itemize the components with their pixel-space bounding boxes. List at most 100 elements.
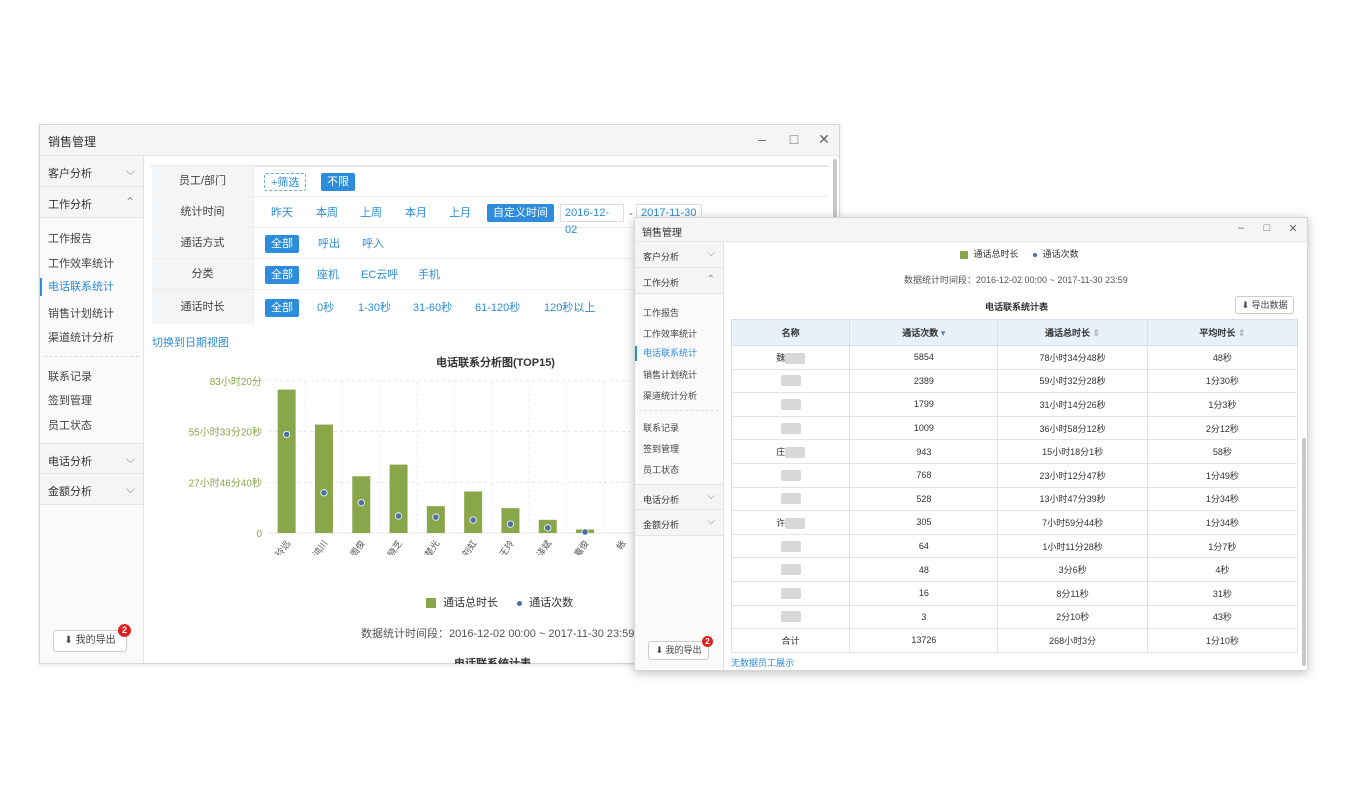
table-row[interactable]: 庄 943 15小时18分1秒 58秒 [730,439,1299,464]
duration-option-61-120[interactable]: 61-120秒 [475,302,521,314]
sidebar-group-phone[interactable]: 电话分析 ⌵ [40,443,143,474]
sidebar-item-work-report[interactable]: 工作报告 [48,233,92,245]
filter-row-duration: 通话时长 全部 0秒 1-30秒 31-60秒 61-120秒 120秒以上 [152,290,828,324]
sidebar-group-phone[interactable]: 电话分析 ⌵ [635,484,723,510]
my-export-button[interactable]: ⬇ 我的导出 [53,630,127,652]
add-filter-button[interactable]: +筛选 [264,173,307,191]
my-export-button[interactable]: ⬇ 我的导出 [648,641,709,660]
call-option-all[interactable]: 全部 [265,235,299,253]
minimize-icon[interactable]: – [1237,222,1245,234]
column-header-total[interactable]: 通话总时长 ⇕ [997,319,1148,346]
sidebar-item-staff-status[interactable]: 员工状态 [643,465,680,475]
category-option-all[interactable]: 全部 [265,266,299,284]
table-cell-count: 64 [849,533,999,559]
count-point-5 [469,516,477,524]
sidebar-item-channel[interactable]: 渠道统计分析 [48,332,114,344]
call-option-outgoing[interactable]: 呼出 [318,238,340,250]
duration-option-all[interactable]: 全部 [265,299,299,317]
table-cell-total: 31小时14分26秒 [997,392,1148,417]
table-cell-count: 3 [849,604,999,630]
time-option-custom[interactable]: 自定义时间 [487,204,554,222]
export-data-button[interactable]: ⬇ 导出数据 [1235,296,1294,314]
sidebar-group-amount[interactable]: 金额分析 ⌵ [40,474,143,505]
period-text: 数据统计时间段：2016-12-02 00:00 ~ 2017-11-30 23… [904,275,1128,285]
sidebar-group-work[interactable]: 工作分析 ⌃ [635,268,723,294]
chevron-down-icon: ⌵ [125,482,135,496]
sidebar-group-customer[interactable]: 客户分析 ⌵ [40,156,143,187]
sidebar-item-phone-stats[interactable]: 电话联系统计 [40,278,143,296]
sidebar-item-checkin[interactable]: 签到管理 [643,444,680,454]
sidebar-group-work[interactable]: 工作分析 ⌃ [40,187,143,218]
sidebar-item-work-report[interactable]: 工作报告 [643,308,680,318]
call-option-incoming[interactable]: 呼入 [362,238,384,250]
time-option-last-month[interactable]: 上月 [449,207,471,219]
chevron-down-icon: ⌵ [707,491,715,502]
table-cell-name: 魏 [730,345,851,370]
scrollbar[interactable] [1302,438,1306,666]
time-option-this-month[interactable]: 本月 [405,207,427,219]
table-row[interactable]: 许 305 7小时59分44秒 1分34秒 [730,510,1299,535]
x-tick-label: 林鸿川 [305,538,330,555]
table-cell-count: 5854 [849,345,999,370]
maximize-icon[interactable]: □ [1263,222,1271,234]
duration-option-0s[interactable]: 0秒 [317,302,335,314]
switch-date-view-link[interactable]: 切换到日期视图 [152,337,229,349]
export-label: 我的导出 [75,635,116,646]
sidebar-item-efficiency[interactable]: 工作效率统计 [643,329,698,339]
minimize-icon[interactable]: – [758,131,766,147]
table-row[interactable]: 2389 59小时32分28秒 1分30秒 [730,368,1299,394]
table-cell-avg: 1分30秒 [1146,368,1299,394]
time-option-last-week[interactable]: 上周 [360,207,382,219]
sidebar-group-amount[interactable]: 金额分析 ⌵ [635,510,723,536]
sidebar-item-sales-plan[interactable]: 销售计划统计 [643,370,698,380]
time-option-yesterday[interactable]: 昨天 [271,207,293,219]
table-row[interactable]: 768 23小时12分47秒 1分49秒 [730,462,1299,488]
duration-option-120-plus[interactable]: 120秒以上 [544,302,596,314]
category-option-landline[interactable]: 座机 [317,269,339,281]
sidebar-item-checkin[interactable]: 签到管理 [48,395,92,407]
category-option-ec-cloud[interactable]: EC云呼 [361,269,399,281]
no-data-staff-link[interactable]: 无数据员工展示 [731,658,795,668]
table-cell-name [730,557,851,582]
filter-label: 统计时间 [152,197,254,227]
call-analysis-chart: 83小时20分 55小时33分20秒 27小时46分40秒 0 魏玲远 林鸿川 周俊 尹晓芝庄… [189,376,641,555]
column-header-avg[interactable]: 平均时长 ⇕ [1146,319,1299,346]
scrollbar[interactable] [833,159,837,219]
time-option-this-week[interactable]: 本周 [316,207,338,219]
table-row[interactable]: 合计 13726 268小时3分 1分10秒 [730,628,1299,653]
sidebar-item-channel[interactable]: 渠道统计分析 [643,391,698,401]
sidebar-item-contact-log[interactable]: 联系记录 [48,371,92,383]
x-tick-label: 刘虹 [459,538,479,555]
redacted-name-blur [780,587,801,599]
table-row[interactable]: 16 8分11秒 31秒 [730,580,1299,606]
column-header-name[interactable]: 名称 [730,319,851,346]
table-row[interactable]: 魏 5854 78小时34分48秒 48秒 [730,345,1299,370]
sidebar-item-phone-stats[interactable]: 电话联系统计 [635,346,723,361]
sidebar-item-contact-log[interactable]: 联系记录 [643,423,680,433]
sidebar-divider [44,356,139,357]
table-cell-avg: 4秒 [1146,557,1299,582]
table-row[interactable]: 3 2分10秒 43秒 [730,604,1299,630]
table-row[interactable]: 1799 31小时14分26秒 1分3秒 [730,392,1299,417]
table-row[interactable]: 1009 36小时58分12秒 2分12秒 [730,415,1299,441]
chart-legend: 通话总时长 通话次数 [426,594,573,610]
table-row[interactable]: 528 13小时47分39秒 1分34秒 [730,486,1299,512]
sidebar-item-staff-status[interactable]: 员工状态 [48,420,92,432]
table-row[interactable]: 48 3分6秒 4秒 [730,557,1299,582]
redacted-name-blur [780,375,801,387]
column-header-count[interactable]: 通话次数 ▾ [849,319,999,346]
duration-option-31-60[interactable]: 31-60秒 [413,302,453,314]
category-option-mobile[interactable]: 手机 [418,269,440,281]
duration-option-1-30[interactable]: 1-30秒 [358,302,392,314]
table-cell-avg: 1分49秒 [1146,462,1299,488]
close-icon[interactable]: ✕ [1288,223,1298,235]
date-from-input[interactable]: 2016-12-02 [560,204,624,236]
sidebar-group-customer[interactable]: 客户分析 ⌵ [635,242,723,268]
maximize-icon[interactable]: □ [789,131,799,147]
staff-unlimited-option[interactable]: 不限 [321,173,355,191]
sidebar-item-efficiency[interactable]: 工作效率统计 [48,258,114,270]
sidebar-group-label: 工作分析 [643,278,680,288]
close-icon[interactable]: ✕ [818,131,830,147]
sidebar-item-sales-plan[interactable]: 销售计划统计 [48,308,114,320]
table-row[interactable]: 64 1小时11分28秒 1分7秒 [730,533,1299,559]
